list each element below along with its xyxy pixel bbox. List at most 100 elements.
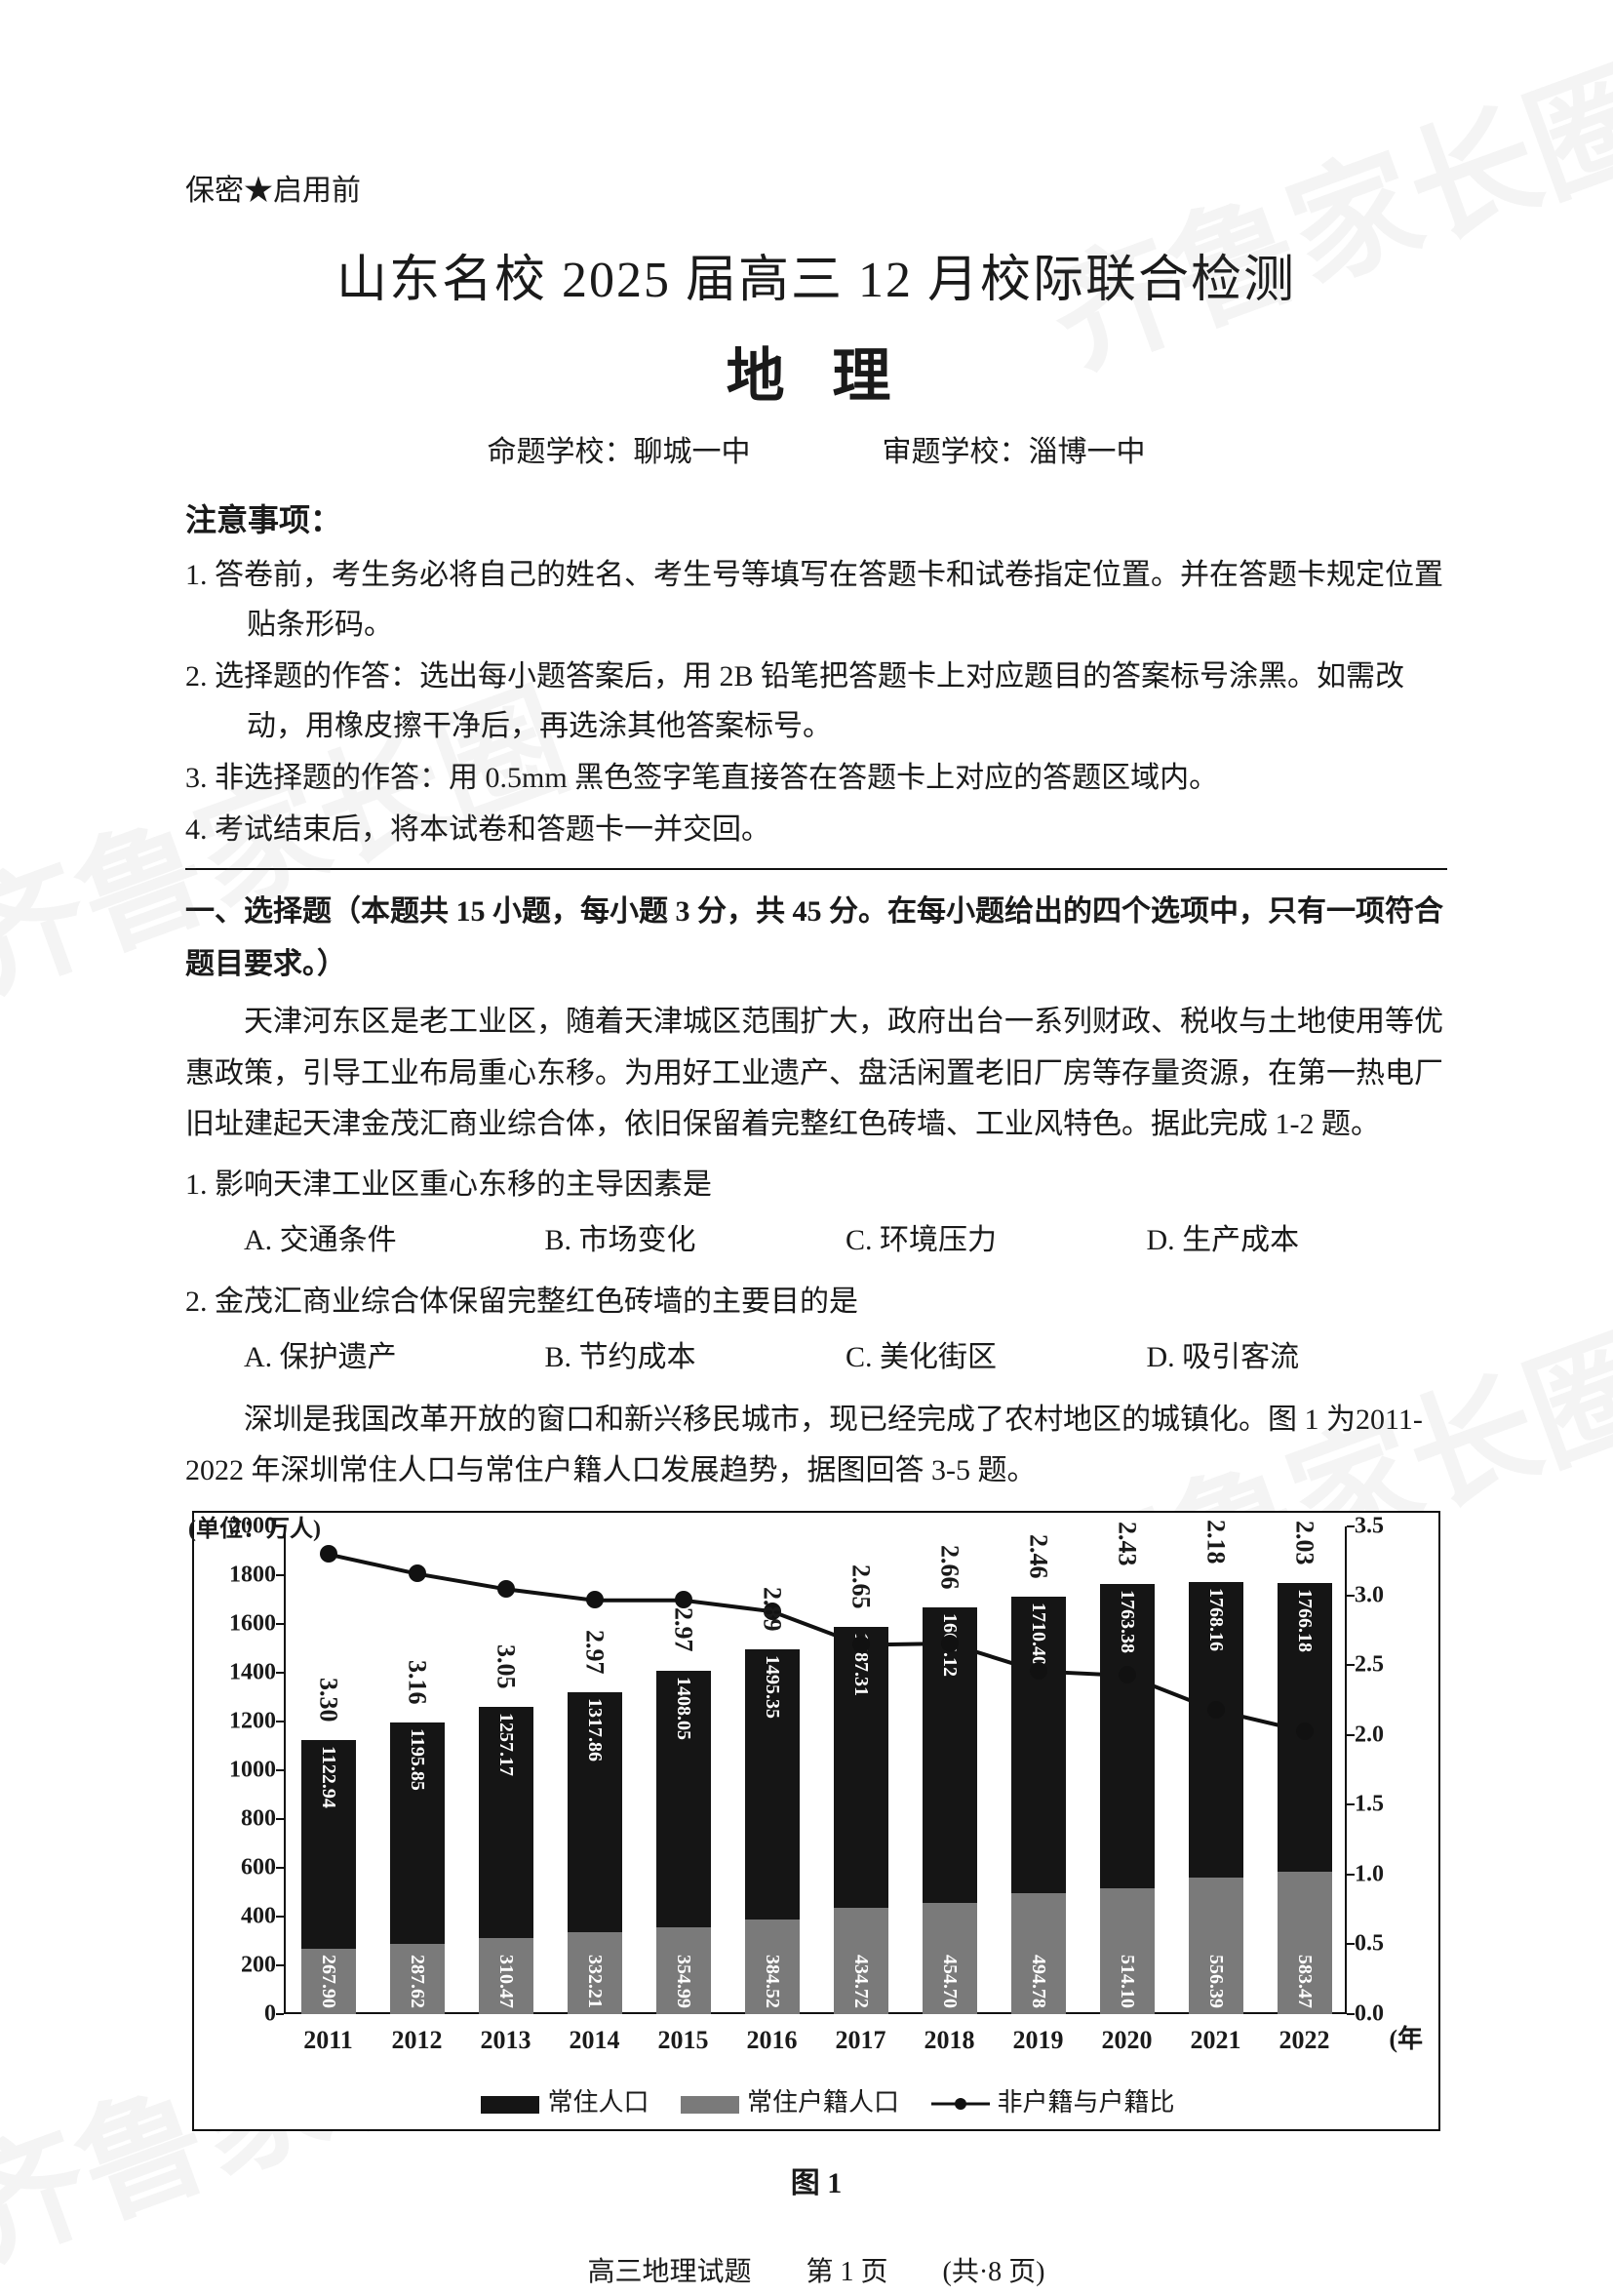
chart-bar: 556.39 1768.16 (1189, 1582, 1243, 2013)
chart-value-hukou: 267.90 (317, 1955, 339, 2008)
chart-value-hukou: 494.78 (1027, 1955, 1049, 2008)
chart-tick (276, 1867, 284, 1869)
chart-tick (276, 2013, 284, 2015)
chart-bar-hukou: 556.39 (1189, 1878, 1243, 2013)
chart-ylabel-left: 400 (208, 1903, 276, 1929)
chart-value-resident: 1257.17 (494, 1713, 517, 1776)
chart-ylabel-right: 2.5 (1355, 1652, 1423, 1679)
chart-value-hukou: 556.39 (1204, 1955, 1227, 2008)
chart-x-category: 2015 (645, 2026, 723, 2055)
chart-bar-resident: 1257.17 (479, 1707, 533, 1938)
chart-ratio-label: 2.66 (935, 1545, 964, 1590)
chart-value-hukou: 354.99 (672, 1955, 694, 2008)
chart-ylabel-right: 0.5 (1355, 1931, 1423, 1958)
chart-value-resident: 1768.16 (1204, 1588, 1227, 1651)
chart-ratio-point (586, 1591, 604, 1608)
chart-tick (276, 1623, 284, 1625)
chart-x-category: 2014 (556, 2026, 634, 2055)
chart-ylabel-right: 3.0 (1355, 1582, 1423, 1608)
chart-ylabel-right: 2.0 (1355, 1722, 1423, 1748)
legend-label-resident: 常住人口 (547, 2088, 649, 2117)
notice-item: 3. 非选择题的作答：用 0.5mm 黑色签字笔直接答在答题卡上对应的答题区域内… (185, 753, 1447, 803)
chart-tick (1347, 2013, 1355, 2015)
chart-value-resident: 1122.94 (317, 1746, 339, 1808)
chart-bar-resident: 1710.40 (1011, 1597, 1066, 1893)
chart-bar-resident: 1768.16 (1189, 1582, 1243, 1878)
legend-label-hukou: 常住户籍人口 (747, 2088, 899, 2117)
chart-ratio-label: 2.46 (1024, 1534, 1053, 1579)
chart-ratio-label: 2.65 (846, 1564, 876, 1609)
q2-opt-c: C. 美化街区 (846, 1329, 1147, 1385)
legend-swatch-ratio (931, 2090, 990, 2119)
chart-x-category: 2022 (1266, 2026, 1344, 2055)
notice-item: 2. 选择题的作答：选出每小题答案后，用 2B 铅笔把答题卡上对应题目的答案标号… (185, 652, 1447, 751)
chart-bar: 287.62 1195.85 (390, 1722, 445, 2014)
chart-tick (1347, 1595, 1355, 1597)
chart-bar-hukou: 287.62 (390, 1944, 445, 2014)
chart-bar-resident: 1195.85 (390, 1722, 445, 1944)
exam-title: 山东名校 2025 届高三 12 月校际联合检测 (185, 238, 1447, 311)
chart-x-category: 2012 (378, 2026, 456, 2055)
chart-bar-hukou: 454.70 (923, 1903, 977, 2014)
chart-ylabel-right: 3.5 (1355, 1513, 1423, 1539)
chart-tick (1347, 1803, 1355, 1805)
chart-tick (1347, 1943, 1355, 1945)
chart-bar: 583.47 1766.18 (1278, 1583, 1332, 2014)
chart-bar: 384.521495.35 (745, 1649, 800, 2014)
chart-ylabel-left: 2000 (208, 1513, 276, 1539)
chart-ratio-point (1296, 1722, 1314, 1740)
chart-tick (276, 1721, 284, 1722)
exam-page: 齐鲁家长圈 齐鲁家长圈 齐鲁家长圈 齐鲁家长圈 保密★启用前 山东名校 2025… (0, 0, 1613, 2281)
q1-stem: 1. 影响天津工业区重心东移的主导因素是 (185, 1157, 1447, 1212)
chart-bar: 494.78 1710.40 (1011, 1597, 1066, 2014)
chart-ratio-label: 3.30 (314, 1678, 343, 1722)
chart-x-category: 2019 (1000, 2026, 1078, 2055)
page-footer: 高三地理试题 第 1 页 (共·8 页) (185, 2250, 1447, 2289)
notice-item: 4. 考试结束后，将本试卷和答题卡一并交回。 (185, 805, 1447, 854)
q1-options: A. 交通条件 B. 市场变化 C. 环境压力 D. 生产成本 (185, 1212, 1447, 1268)
chart-ylabel-left: 1000 (208, 1757, 276, 1783)
chart-ratio-label: 3.16 (403, 1660, 432, 1705)
chart-tick (276, 1916, 284, 1918)
chart-bar-resident: 1317.86 (568, 1692, 622, 1932)
school-rev-label: 审题学校： (883, 427, 1029, 470)
chart-x-category: 2013 (467, 2026, 545, 2055)
chart-tick (276, 1769, 284, 1771)
exam-subject: 地 理 (185, 329, 1447, 414)
chart-tick (276, 1818, 284, 1820)
chart-bar-resident: 1763.38 (1100, 1584, 1155, 1888)
chart-ratio-label: 2.03 (1290, 1521, 1319, 1565)
chart-value-hukou: 287.62 (406, 1955, 428, 2008)
chart-value-resident: 1408.05 (672, 1677, 694, 1740)
chart-value-resident: 1763.38 (1116, 1590, 1138, 1653)
chart-bar-resident: 1408.05 (656, 1671, 711, 1927)
q2-opt-a: A. 保护遗产 (244, 1329, 545, 1385)
confidential-label: 保密★启用前 (185, 166, 1447, 209)
chart-bar: 354.99 1408.05 (656, 1671, 711, 2014)
chart-bar: 267.90 1122.94 (301, 1740, 356, 2014)
chart-bar-hukou: 583.47 (1278, 1872, 1332, 2014)
figure-caption: 图 1 (185, 2158, 1447, 2201)
chart-tick (1347, 1734, 1355, 1736)
q2-stem: 2. 金茂汇商业综合体保留完整红色砖墙的主要目的是 (185, 1274, 1447, 1329)
chart-bar-hukou: 332.21 (568, 1932, 622, 2013)
q2-opt-d: D. 吸引客流 (1147, 1329, 1448, 1385)
chart-ratio-point (941, 1635, 959, 1652)
chart-bar-hukou: 494.78 (1011, 1893, 1066, 2014)
q1-opt-d: D. 生产成本 (1147, 1212, 1448, 1268)
section-heading: 一、选择题（本题共 15 小题，每小题 3 分，共 45 分。在每小题给出的四个… (185, 886, 1447, 991)
q2-opt-b: B. 节约成本 (545, 1329, 846, 1385)
q1-opt-c: C. 环境压力 (846, 1212, 1147, 1268)
chart-value-resident: 1766.18 (1293, 1589, 1316, 1652)
chart-legend: 常住人口 常住户籍人口 非户籍与户籍比 (208, 2082, 1423, 2119)
chart-ratio-label: 2.18 (1201, 1520, 1231, 1564)
chart-value-hukou: 332.21 (583, 1955, 606, 2008)
chart-value-hukou: 384.52 (761, 1955, 783, 2008)
chart-bar-hukou: 267.90 (301, 1949, 356, 2014)
chart-ratio-point (497, 1580, 515, 1598)
chart-x-category: 2016 (733, 2026, 811, 2055)
school-set-label: 命题学校： (488, 427, 634, 470)
school-line: 命题学校：聊城一中 审题学校：淄博一中 (185, 427, 1447, 470)
chart-tick (1347, 1874, 1355, 1876)
notice-item: 1. 答卷前，考生务必将自己的姓名、考生号等填写在答题卡和试卷指定位置。并在答题… (185, 550, 1447, 650)
